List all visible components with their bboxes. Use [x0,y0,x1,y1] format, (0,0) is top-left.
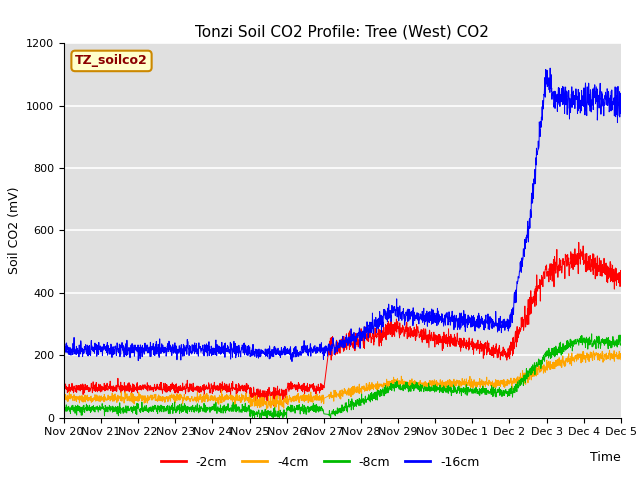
Y-axis label: Soil CO2 (mV): Soil CO2 (mV) [8,187,20,274]
Text: TZ_soilco2: TZ_soilco2 [75,54,148,67]
Legend: -2cm, -4cm, -8cm, -16cm: -2cm, -4cm, -8cm, -16cm [156,451,484,474]
Text: Time: Time [590,451,621,464]
Title: Tonzi Soil CO2 Profile: Tree (West) CO2: Tonzi Soil CO2 Profile: Tree (West) CO2 [195,24,490,39]
